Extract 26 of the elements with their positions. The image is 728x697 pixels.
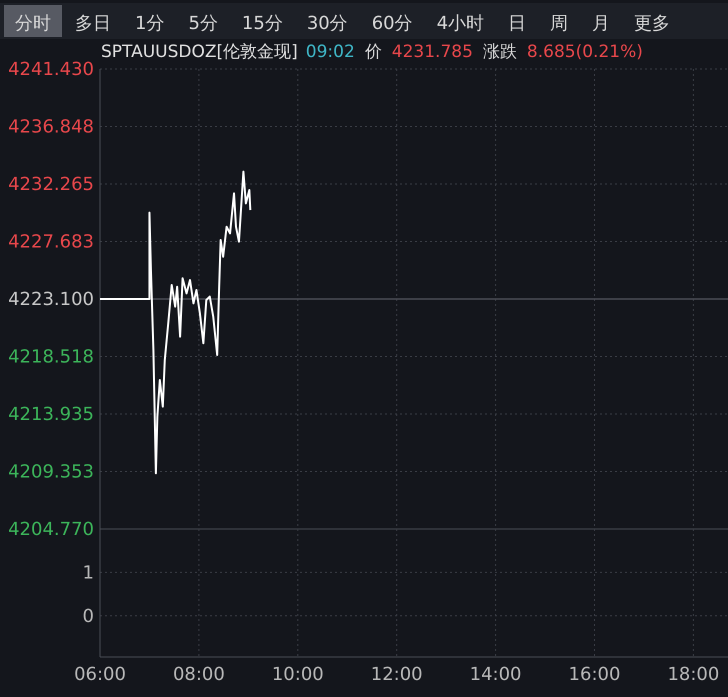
y-tick-label: 4213.935 [8,404,94,425]
tabs: 分时 多日 1分 5分 15分 30分 60分 4小时 日 周 月 更多 [0,3,728,39]
y-tick-label: 4236.848 [8,116,94,138]
x-tick-label: 12:00 [370,664,423,685]
x-tick-label: 14:00 [470,664,522,685]
text: 价 [364,42,382,62]
line-series [99,170,252,474]
y-tick-label: 4218.518 [8,346,94,368]
text: 涨跌 [482,42,517,62]
text: 8.685(0.21%) [526,42,643,62]
chart-title: SPTAUUSDOZ[伦敦金现] [101,42,298,62]
y-tick-label: 4232.265 [8,174,94,195]
y-tick-label: 1 [82,562,94,584]
x-tick-label: 10:00 [272,664,324,685]
x-tick-label: 18:00 [667,664,720,685]
x-tick-label: 06:00 [74,664,126,685]
text: 4231.785 [392,42,473,62]
y-tick-label: 4204.770 [8,519,94,540]
x-tick-label: 08:00 [172,664,225,685]
y-tick-label: 4241.430 [8,59,94,80]
y-tick-label: 4223.100 [8,289,94,310]
text: 09:02 [306,42,355,62]
x-tick-label: 16:00 [568,664,620,685]
y-tick-label: 4227.683 [8,231,94,252]
y-tick-label: 0 [82,606,94,627]
y-tick-label: 4209.353 [8,461,94,482]
